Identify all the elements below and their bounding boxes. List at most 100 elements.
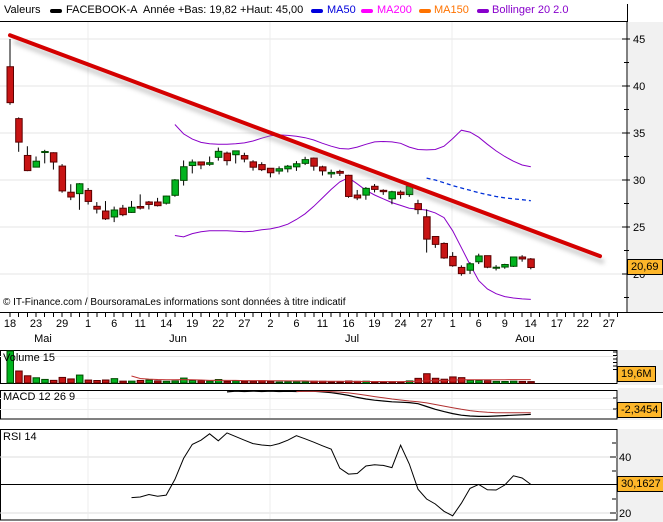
- price-tick-label: 30: [633, 175, 645, 187]
- toolbar-right-divider: [627, 4, 628, 22]
- x-month-label: Jul: [344, 333, 360, 345]
- candle: [15, 118, 23, 143]
- values-menu[interactable]: Valeurs: [4, 4, 41, 16]
- bollinger-upper-line: [174, 124, 531, 168]
- x-day-label[interactable]: 14: [524, 318, 537, 330]
- ma50-swatch-icon[interactable]: [311, 9, 323, 13]
- candle: [318, 166, 327, 172]
- volume-bar: [284, 381, 292, 384]
- x-day-label[interactable]: 23: [29, 318, 43, 330]
- x-day-label[interactable]: 27: [238, 318, 251, 330]
- x-day-label[interactable]: 24: [394, 318, 407, 330]
- candle: [84, 189, 93, 202]
- volume-bar: [206, 380, 214, 384]
- x-day-label[interactable]: 1: [85, 318, 92, 330]
- candle: [232, 150, 240, 156]
- candle: [466, 263, 475, 271]
- x-day-label[interactable]: 18: [3, 318, 17, 330]
- candle: [93, 205, 101, 210]
- volume-bar: [6, 350, 14, 384]
- x-day-label[interactable]: 29: [55, 318, 69, 330]
- symbol-label[interactable]: FACEBOOK-A: [66, 4, 138, 16]
- volume-bar: [67, 378, 75, 384]
- legend-ma200[interactable]: MA200: [377, 4, 412, 16]
- candle: [119, 207, 127, 216]
- x-day-label[interactable]: 22: [576, 318, 589, 330]
- rsi-tick-label: 20: [619, 508, 631, 520]
- x-day-label[interactable]: 19: [186, 318, 199, 330]
- toolbar-divider: [0, 21, 627, 22]
- candle: [501, 264, 509, 268]
- x-day-label[interactable]: 6: [475, 318, 482, 330]
- x-day-label[interactable]: 11: [134, 318, 146, 330]
- candle: [214, 150, 223, 158]
- macd-signal-line: [296, 390, 531, 414]
- volume-bar: [440, 378, 448, 384]
- legend-bollinger[interactable]: Bollinger 20 2.0: [492, 4, 569, 16]
- bollinger-swatch-icon[interactable]: [477, 9, 489, 13]
- candle: [457, 266, 466, 275]
- volume-panel-label[interactable]: Volume 15: [3, 352, 55, 364]
- trendline[interactable]: [8, 33, 602, 259]
- candle: [388, 191, 396, 200]
- volume-bar: [518, 380, 527, 384]
- x-axis-labels: 18 23 29 1 6 11 14 19 22 27 2 6 11 16 19 24 27 1 6 9 14 17 22 2…: [0, 312, 663, 350]
- price-tick-label: 40: [633, 81, 645, 93]
- x-day-label[interactable]: 27: [602, 318, 616, 330]
- last-price-badge: 20,69: [627, 259, 663, 275]
- candle: [449, 255, 457, 267]
- candle: [128, 206, 136, 213]
- candle: [527, 258, 535, 269]
- volume-bar: [475, 380, 483, 384]
- x-day-label[interactable]: 6: [111, 318, 118, 330]
- price-tick-label: 25: [633, 222, 645, 234]
- volume-bar: [32, 377, 41, 384]
- rsi-panel-canvas: 40 20: [0, 429, 663, 522]
- volume-bar: [41, 378, 49, 384]
- volume-bar: [327, 381, 336, 384]
- macd-panel-box: [0, 390, 618, 420]
- legend-ma50[interactable]: MA50: [327, 4, 356, 16]
- candle: [371, 185, 379, 190]
- symbol-swatch-icon: [50, 9, 62, 13]
- rsi-line: [131, 432, 532, 517]
- volume-bar: [501, 381, 509, 384]
- volume-ma15-line: [131, 375, 531, 383]
- candle: [440, 242, 448, 259]
- volume-bar: [49, 379, 58, 384]
- x-day-label[interactable]: 11: [316, 318, 329, 330]
- ma200-swatch-icon[interactable]: [361, 9, 373, 13]
- candle: [492, 266, 501, 269]
- rsi-axis-strip: [618, 429, 663, 522]
- candle: [58, 165, 67, 192]
- volume-bar: [110, 378, 119, 384]
- x-day-label[interactable]: 1: [449, 318, 456, 330]
- x-day-label[interactable]: 19: [368, 318, 381, 330]
- copyright-text: © IT-Finance.com / BoursoramaLes informa…: [3, 297, 346, 308]
- rsi-panel-label[interactable]: RSI 14: [3, 431, 37, 443]
- candle: [145, 201, 153, 205]
- x-day-label[interactable]: 14: [160, 318, 173, 330]
- volume-panel-box: [0, 350, 618, 384]
- x-day-label[interactable]: 22: [212, 318, 225, 330]
- x-day-label[interactable]: 17: [550, 318, 563, 330]
- trendline-shadow: [13, 38, 605, 265]
- x-day-label[interactable]: 16: [342, 318, 355, 330]
- volume-bar: [483, 380, 492, 384]
- candle: [423, 216, 431, 240]
- price-tick-label: 45: [633, 34, 645, 46]
- x-day-label[interactable]: 9: [501, 318, 508, 330]
- x-day-label[interactable]: 27: [420, 318, 433, 330]
- legend-ma150[interactable]: MA150: [434, 4, 469, 16]
- candle: [6, 66, 14, 104]
- volume-bar: [128, 380, 136, 384]
- ma150-swatch-icon[interactable]: [419, 9, 431, 13]
- macd-panel-label[interactable]: MACD 12 26 9: [3, 391, 76, 403]
- candle: [258, 164, 266, 171]
- x-day-label[interactable]: 2: [267, 318, 274, 330]
- x-day-label[interactable]: 6: [293, 318, 300, 330]
- macd-badge: -2,3454: [617, 402, 663, 418]
- volume-bar: [214, 379, 223, 384]
- volume-bar: [75, 374, 84, 384]
- volume-bar: [249, 380, 258, 384]
